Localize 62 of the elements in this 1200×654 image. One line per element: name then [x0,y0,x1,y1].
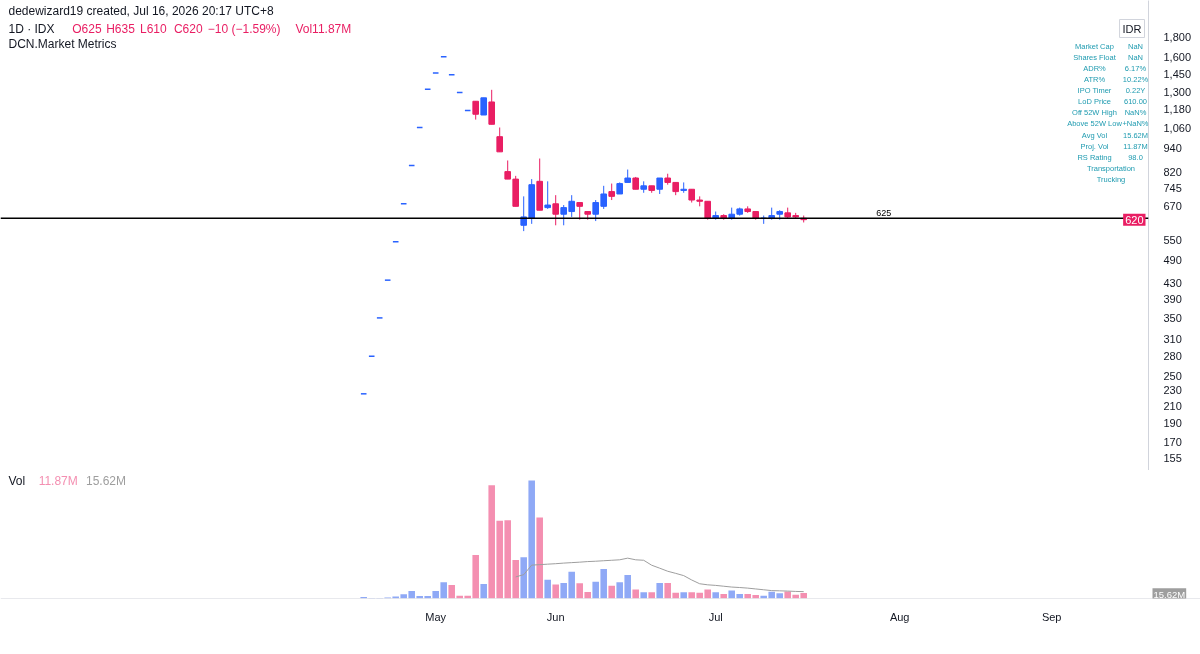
text: 1D · IDX [8,21,55,36]
y-tick-label: 210 [1163,399,1182,412]
bar [648,592,655,599]
y-tick-label: 940 [1163,142,1182,155]
y-tick-label: 490 [1163,254,1182,267]
text: L610 [140,21,168,36]
text: 15.62M [1153,589,1186,601]
y-tick-label: 820 [1163,165,1182,178]
text: Vol [8,473,26,488]
x-tick-label: Jun [546,610,565,623]
y-tick-label: 1,060 [1163,121,1192,134]
y-tick-label: 230 [1163,384,1182,397]
text: C620 [173,21,203,36]
text: dedewizard19 created, Jul 16, 2026 20:17 UTC+8 [8,3,274,18]
annotation: 620 [1125,213,1144,226]
bar [632,589,639,599]
candlestick [488,89,495,125]
y-tick-label: 430 [1163,276,1182,289]
x-tick-label: May [425,610,447,623]
bar [712,592,719,599]
bar [680,592,687,599]
y-tick-label: 550 [1163,234,1182,247]
y-axis-title: IDR [1122,22,1142,35]
y-tick-label: 280 [1163,350,1182,363]
candlestick [552,194,559,226]
bar [480,583,487,599]
x-tick-label: Aug [889,610,910,623]
candlestick [472,100,479,121]
candlestick [544,180,551,210]
bar [720,593,727,599]
y-tick-label: 1,450 [1163,67,1192,80]
y-tick-label: 745 [1163,182,1182,195]
text: −10 (−1.59%) [207,21,281,36]
y-tick-label: 170 [1163,435,1182,448]
candlestick [680,181,687,194]
text: O625 [72,21,102,36]
y-tick-label: 250 [1163,369,1182,382]
y-tick-label: 1,600 [1163,50,1192,63]
y-tick-label: 155 [1163,451,1182,464]
x-tick-label: Jul [708,610,723,623]
y-tick-label: 390 [1163,293,1182,306]
bar [544,579,551,599]
text: Vol11.87M [295,21,352,36]
text: H635 [106,21,136,36]
y-tick-label: 350 [1163,311,1182,324]
bar [656,582,663,599]
y-tick-label: 1,300 [1163,86,1192,99]
text: 15.62M [85,473,127,488]
x-tick-label: Sep [1041,610,1062,623]
y-tick-label: 190 [1163,416,1182,429]
bar [640,592,647,599]
y-tick-label: 1,180 [1163,103,1192,116]
text: DCN.Market Metrics [8,36,117,51]
bar [536,517,543,599]
text: 11.87M [38,473,78,488]
ref-line-label: 625 [876,208,892,219]
y-tick-label: 310 [1163,332,1182,345]
bar [552,584,559,599]
candlestick [496,127,503,153]
y-tick-label: 670 [1163,200,1182,213]
y-tick-label: 1,800 [1163,30,1192,43]
bar [608,585,615,599]
